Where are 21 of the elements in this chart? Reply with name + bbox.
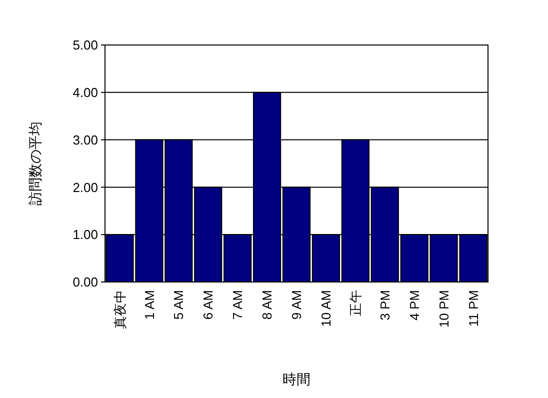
x-tick-label: 9 AM bbox=[289, 290, 304, 320]
y-tick-label: 5.00 bbox=[72, 38, 98, 53]
x-tick-label: 4 PM bbox=[406, 290, 422, 320]
y-axis-title: 訪問数の平均 bbox=[27, 122, 43, 206]
x-tick-label: 1 AM bbox=[142, 290, 157, 320]
y-tick-label: 4.00 bbox=[72, 84, 98, 100]
x-tick-label: 3 PM bbox=[377, 290, 392, 320]
y-tick-label: 1.00 bbox=[72, 227, 98, 242]
x-tick-label: 正午 bbox=[348, 290, 363, 316]
y-tick-label: 3.00 bbox=[72, 132, 98, 148]
x-tick-label: 7 AM bbox=[230, 290, 246, 320]
x-tick-label: 8 AM bbox=[260, 290, 275, 320]
x-tick-label: 5 AM bbox=[171, 290, 186, 320]
x-tick-label: 真夜中 bbox=[112, 290, 128, 329]
x-tick-label: 10 PM bbox=[436, 290, 452, 328]
x-tick-label: 10 AM bbox=[318, 290, 334, 327]
y-tick-label: 0.00 bbox=[72, 274, 98, 290]
x-tick-label: 6 AM bbox=[200, 290, 216, 320]
x-axis-title: 時間 bbox=[282, 371, 310, 387]
y-tick-label: 2.00 bbox=[72, 180, 98, 195]
x-tick-label: 11 PM bbox=[466, 290, 481, 327]
